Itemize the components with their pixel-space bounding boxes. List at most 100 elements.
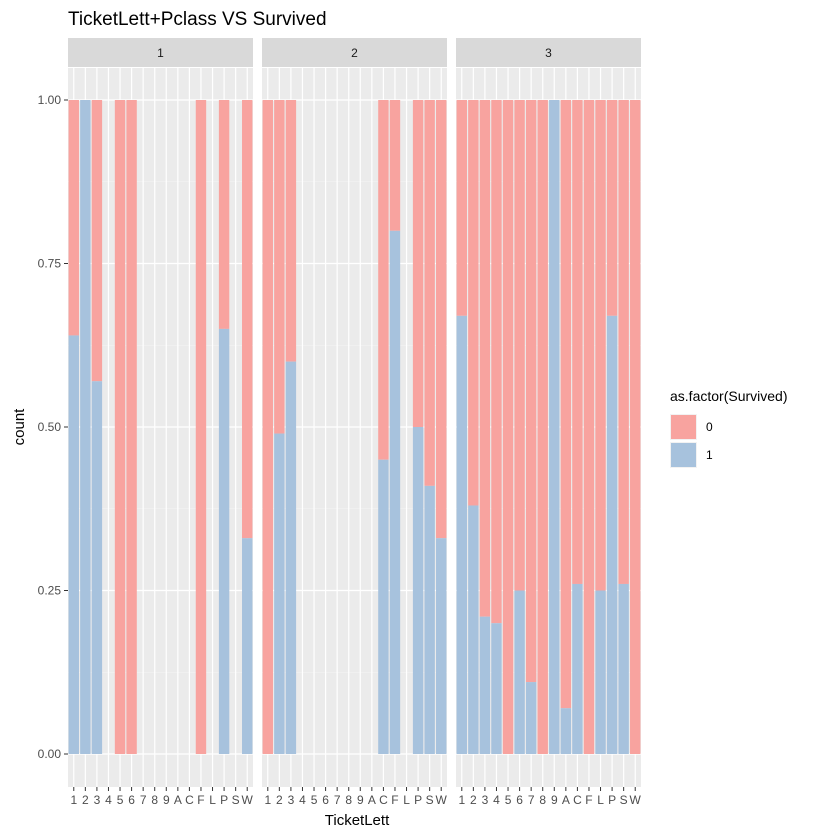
bar-survived-1 [436, 538, 447, 754]
x-tick-label: 5 [505, 793, 512, 807]
bar-survived-1 [606, 315, 618, 754]
bar-survived-1 [491, 623, 502, 754]
facet-strip-label: 1 [157, 46, 164, 60]
chart-title: TicketLett+Pclass VS Survived [68, 9, 327, 30]
y-tick-label: 0.75 [38, 257, 62, 271]
x-tick-label: 6 [128, 793, 135, 807]
y-tick-label: 1.00 [38, 93, 62, 107]
x-tick-label: P [414, 793, 422, 807]
bar-survived-1 [468, 505, 479, 754]
bar-survived-1 [424, 485, 435, 754]
bar-survived-0 [572, 100, 583, 584]
x-tick-label: 2 [276, 793, 283, 807]
y-tick-label: 0.00 [38, 747, 62, 761]
bar-survived-1 [285, 361, 297, 754]
bar-survived-0 [285, 100, 297, 362]
x-tick-label: C [379, 793, 388, 807]
facet-panels: 11 2 3 4 5 6 7 8 9 A C F L P S W21 2 3 4 5 6 7 8 9 A C F L P S W31 2 3 4 5… [68, 38, 642, 807]
x-tick-label: C [185, 793, 194, 807]
x-tick-label: 1 [70, 793, 77, 807]
x-tick-label: 4 [299, 793, 306, 807]
bar-survived-0 [514, 100, 525, 591]
x-tick-label: 9 [551, 793, 558, 807]
bar-survived-0 [274, 100, 285, 434]
bar-survived-0 [424, 100, 435, 486]
x-tick-label: F [197, 793, 204, 807]
x-tick-label: W [630, 793, 642, 807]
bar-survived-0 [114, 100, 126, 754]
legend-key-1 [671, 443, 696, 467]
x-tick-label: W [242, 793, 254, 807]
x-tick-label: L [597, 793, 604, 807]
bar-survived-0 [456, 100, 467, 316]
bar-survived-0 [583, 100, 595, 754]
bar-survived-0 [242, 100, 253, 539]
legend-key-0 [671, 415, 696, 439]
y-tick-label: 0.50 [38, 420, 62, 434]
legend-label: 1 [706, 448, 713, 462]
x-tick-label: A [174, 793, 182, 807]
x-tick-label: 3 [94, 793, 101, 807]
x-tick-label: P [220, 793, 228, 807]
bar-survived-0 [525, 100, 537, 683]
x-tick-label: 5 [311, 793, 318, 807]
x-tick-label: A [368, 793, 376, 807]
legend-title: as.factor(Survived) [670, 388, 787, 404]
x-tick-label: S [620, 793, 628, 807]
bar-survived-0 [491, 100, 502, 624]
facet-panel-3: 31 2 3 4 5 6 7 8 9 A C F L P S W [456, 38, 642, 807]
bar-survived-1 [274, 433, 285, 754]
x-tick-label: 4 [493, 793, 500, 807]
x-tick-label: P [608, 793, 616, 807]
bar-survived-1 [479, 616, 491, 754]
bar-survived-0 [468, 100, 479, 506]
bar-survived-1 [595, 590, 606, 754]
facet-panel-1: 11 2 3 4 5 6 7 8 9 A C F L P S W [68, 38, 254, 807]
bar-survived-0 [595, 100, 606, 591]
bar-survived-0 [537, 100, 548, 754]
legend: as.factor(Survived) 0 1 [670, 388, 787, 468]
x-tick-label: 1 [264, 793, 271, 807]
bar-survived-0 [436, 100, 447, 539]
x-tick-label: 7 [334, 793, 341, 807]
facet-strip [68, 38, 253, 67]
x-tick-label: S [232, 793, 240, 807]
bar-survived-0 [630, 100, 641, 754]
x-tick-label: 3 [482, 793, 489, 807]
x-axis-title: TicketLett [325, 812, 390, 829]
x-tick-label: 8 [151, 793, 158, 807]
x-tick-label: 1 [458, 793, 465, 807]
x-tick-label: 4 [105, 793, 112, 807]
bar-survived-1 [378, 459, 389, 754]
facet-strip [262, 38, 447, 67]
y-axis-title: count [11, 408, 28, 446]
x-tick-label: F [585, 793, 592, 807]
facet-strip-label: 3 [545, 46, 552, 60]
bar-survived-1 [80, 100, 91, 754]
x-tick-label: 2 [82, 793, 89, 807]
bar-survived-0 [218, 100, 230, 329]
bar-survived-1 [412, 427, 424, 754]
bar-survived-0 [126, 100, 137, 754]
x-tick-label: L [209, 793, 216, 807]
x-tick-label: 6 [322, 793, 329, 807]
x-tick-label: 2 [470, 793, 477, 807]
bar-survived-1 [91, 381, 103, 754]
x-tick-label: W [436, 793, 448, 807]
x-tick-label: 7 [528, 793, 535, 807]
y-tick-label: 0.25 [38, 584, 62, 598]
x-tick-label: 7 [140, 793, 147, 807]
x-tick-label: 9 [357, 793, 364, 807]
bar-survived-0 [618, 100, 629, 584]
x-tick-label: 6 [516, 793, 523, 807]
bar-survived-1 [572, 583, 583, 754]
bar-survived-1 [218, 328, 230, 754]
x-tick-label: C [573, 793, 582, 807]
bar-survived-1 [242, 538, 253, 754]
y-axis: 0.00 0.25 0.50 0.75 1.00 [38, 93, 68, 761]
bar-survived-0 [502, 100, 514, 754]
bar-survived-1 [456, 315, 467, 754]
facet-panel-2: 21 2 3 4 5 6 7 8 9 A C F L P S W [262, 38, 448, 807]
bar-survived-0 [378, 100, 389, 460]
